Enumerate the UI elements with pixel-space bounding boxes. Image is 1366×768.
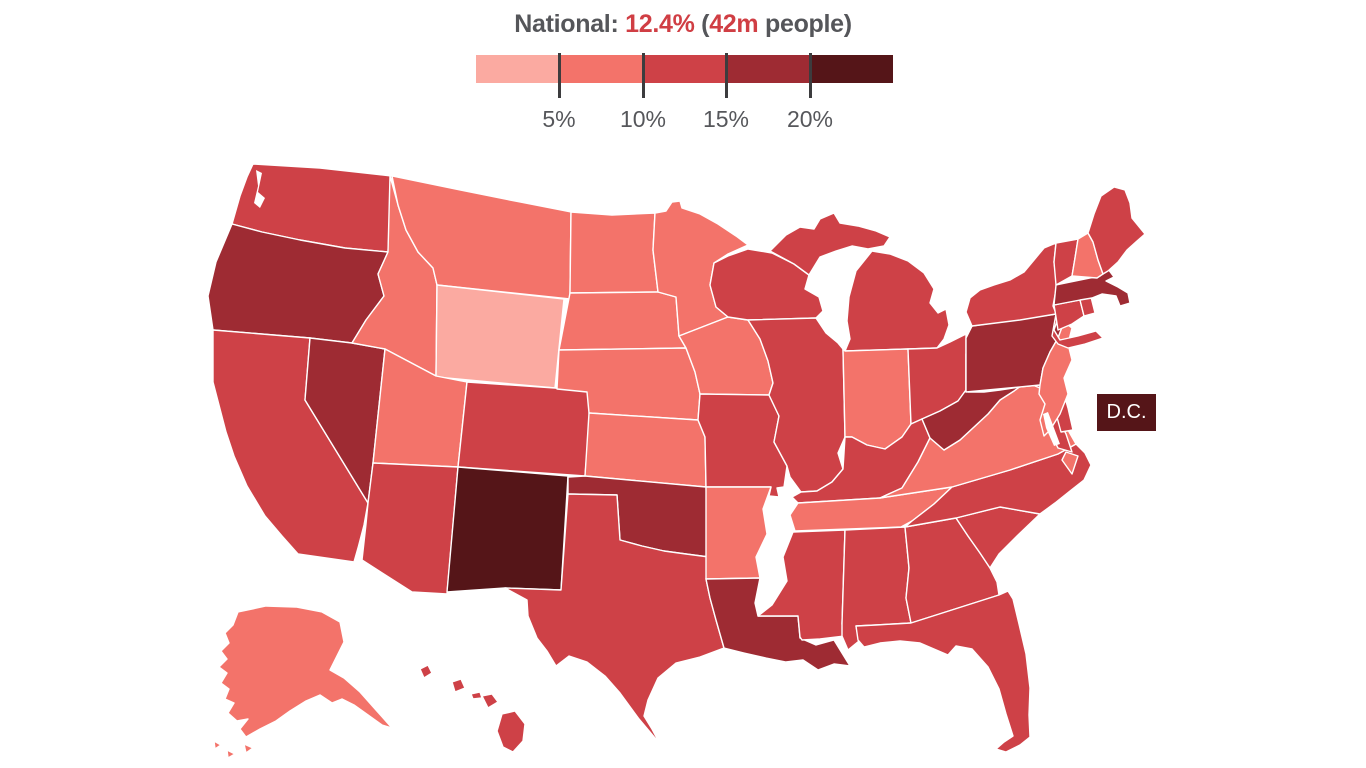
legend-tick-20: [809, 53, 812, 98]
legend-tick-15: [725, 53, 728, 98]
legend-label-20: 20%: [786, 106, 834, 132]
legend-label-15: 15%: [702, 106, 750, 132]
legend-color-scale: [476, 55, 894, 83]
state-wisconsin[interactable]: [709, 248, 824, 321]
legend-bin-4: [726, 55, 810, 83]
legend-tick-10: [642, 53, 645, 98]
state-arizona[interactable]: [361, 462, 459, 595]
state-south-dakota[interactable]: [558, 291, 687, 351]
title-paren: (: [701, 10, 710, 38]
title-people-suffix: people): [758, 10, 852, 38]
state-arkansas[interactable]: [705, 486, 772, 580]
legend-bin-1: [476, 55, 560, 83]
state-kansas[interactable]: [584, 412, 707, 488]
legend-bin-5: [809, 55, 894, 83]
state-colorado[interactable]: [457, 381, 593, 477]
state-minnesota[interactable]: [652, 200, 749, 337]
state-alaska[interactable]: [213, 605, 393, 759]
dc-label-box[interactable]: D.C.: [1097, 394, 1156, 431]
state-new-jersey[interactable]: [1038, 321, 1073, 437]
state-maine[interactable]: [1087, 186, 1146, 275]
dc-label-text: D.C.: [1106, 401, 1147, 423]
state-massachusetts[interactable]: [1053, 268, 1131, 307]
chart-title: National: 12.4% (42m people): [0, 10, 1366, 39]
puget-sound-inlet: [254, 170, 265, 208]
title-label: National:: [514, 10, 619, 38]
legend-label-10: 10%: [619, 106, 667, 132]
state-new-mexico[interactable]: [446, 466, 569, 593]
state-indiana[interactable]: [842, 348, 912, 450]
title-value: 12.4%: [625, 10, 695, 38]
chesapeake-bay-inlet: [1043, 412, 1060, 446]
state-missouri[interactable]: [697, 393, 788, 498]
title-people-value: 42m: [709, 10, 759, 38]
state-hawaii[interactable]: [419, 664, 526, 753]
state-texas[interactable]: [504, 493, 725, 745]
state-wyoming[interactable]: [435, 284, 565, 389]
state-florida[interactable]: [855, 590, 1031, 753]
legend-bin-2: [559, 55, 643, 83]
legend-tick-5: [558, 53, 561, 98]
legend-bin-3: [642, 55, 727, 83]
state-north-dakota[interactable]: [569, 211, 659, 294]
legend-label-5: 5%: [542, 106, 576, 132]
state-michigan[interactable]: [769, 212, 950, 352]
